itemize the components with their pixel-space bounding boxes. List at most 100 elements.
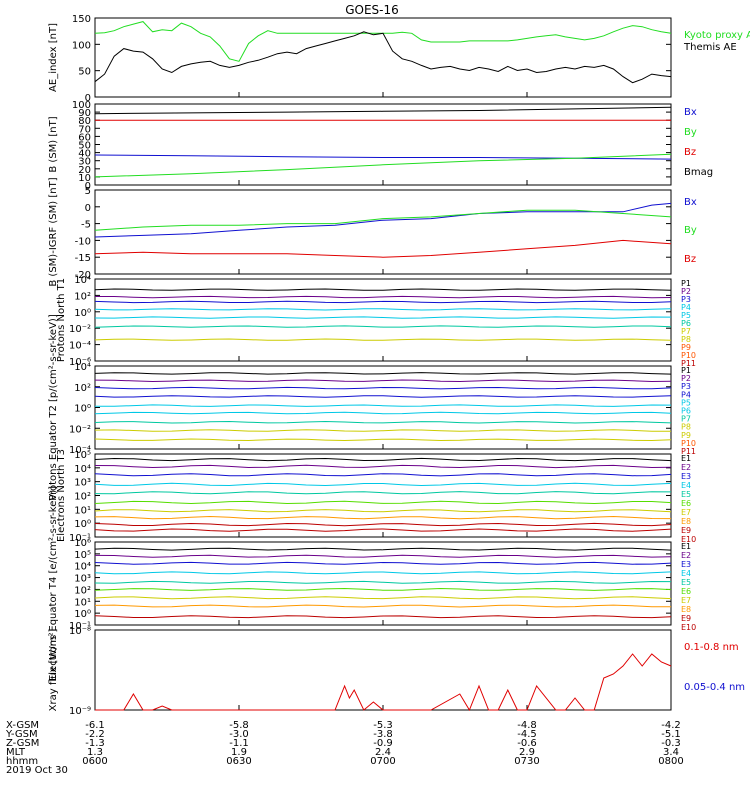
legend-item: E7 [681, 508, 691, 517]
y-tick-label: 10⁻² [69, 424, 91, 435]
flux-line-6 [94, 325, 672, 328]
legend-item: E4 [681, 569, 691, 578]
legend-item: E10 [681, 623, 696, 632]
y-tick-label: 10³ [74, 574, 91, 585]
legend-item: E4 [681, 481, 691, 490]
x-row-value: -0.9 [373, 738, 393, 749]
legend-item: E8 [681, 517, 691, 526]
legend-item: P2 [681, 374, 691, 383]
legend-item: 0.05-0.4 nm [684, 682, 745, 693]
x-row-label: X-GSM [6, 720, 39, 731]
x-row-value: -1.3 [85, 738, 105, 749]
legend-item: E5 [681, 578, 691, 587]
y-tick-label: 0 [85, 93, 91, 104]
legend-item: E9 [681, 614, 691, 623]
flux-line-3 [94, 561, 672, 565]
flux-line-9 [94, 615, 672, 619]
flux-line-1 [94, 457, 672, 462]
y-tick-label: 30 [78, 157, 91, 168]
y-tick-label: 10² [74, 492, 91, 503]
y-tick-label: -20 [75, 270, 91, 281]
y-tick-label: 10 [78, 173, 91, 184]
flux-line-8 [94, 604, 671, 608]
x-row-value: -0.3 [661, 738, 681, 749]
flux-line-4 [94, 571, 672, 575]
x-row-value: 0600 [82, 756, 107, 767]
x-row-label: Z-GSM [6, 738, 39, 749]
panel-6: 10⁻¹ 10⁰ 10¹ 10² 10³ 10⁴ 10⁵ Electrons North T3… [56, 449, 696, 544]
x-row-value: -4.8 [517, 720, 537, 731]
y-tick-label: 10⁻¹ [69, 621, 91, 632]
y-tick-label: 100 [72, 40, 91, 51]
y-tick-label: 10⁴ [74, 562, 91, 573]
y-tick-label: 10⁵ [74, 450, 91, 461]
flux-line-1 [94, 547, 672, 551]
flux-line-1 [94, 288, 672, 291]
y-axis-label: Xray flux [W/m²] [48, 629, 59, 712]
y-axis-label: Protons Equator T2 [p/(cm²-s-sr-keV)] [48, 314, 59, 501]
flux-line-5 [94, 404, 672, 407]
flux-line-2 [95, 295, 672, 299]
panel-8: 10⁻⁹ 10⁻⁸ Xray flux [W/m²] 0.1-0.8 nm 0.05-0… [48, 626, 745, 717]
legend-item: P1 [681, 279, 691, 288]
legend-item: P3 [681, 382, 691, 391]
flux-line-8 [94, 515, 672, 520]
legend-item: P4 [681, 390, 691, 399]
legend-item: P1 [681, 366, 691, 375]
legend-item: Bx [684, 197, 697, 208]
y-axis-label: Electrons Equator T4 [e/(cm²-s-sr-keV)] [48, 486, 59, 681]
flux-line-4 [94, 395, 672, 398]
x-row-value: -5.3 [373, 720, 393, 731]
legend-item: P7 [681, 415, 691, 424]
y-tick-label: 10⁻² [69, 324, 91, 335]
x-row-value: -1.1 [229, 738, 249, 749]
legend-item: P11 [681, 447, 696, 456]
y-tick-label: 10⁻¹ [69, 533, 91, 544]
series-line-1 [94, 154, 672, 160]
y-tick-label: 90 [78, 108, 91, 119]
flux-line-3 [94, 473, 672, 477]
legend-item: Kyoto proxy AE [684, 30, 750, 41]
flux-line-5 [94, 491, 672, 495]
y-tick-label: 10³ [74, 478, 91, 489]
series-line-2 [94, 153, 672, 178]
y-tick-label: 10⁻⁶ [69, 357, 91, 368]
y-axis-label: Electrons North T3 [56, 449, 67, 542]
y-tick-label: 40 [78, 149, 91, 160]
flux-line-2 [94, 379, 672, 383]
legend-item: E3 [681, 560, 691, 569]
legend-item: E2 [681, 551, 691, 560]
date-label: 2019 Oct 30 [6, 765, 68, 776]
legend-item: P10 [681, 439, 696, 448]
legend-item: E6 [681, 499, 691, 508]
y-tick-label: -10 [75, 236, 91, 247]
y-tick-label: 100 [72, 100, 91, 111]
y-tick-label: -15 [75, 253, 91, 264]
flux-line-7 [94, 338, 672, 341]
panel-frame [94, 541, 672, 626]
x-row-value: 2.4 [375, 747, 391, 758]
y-tick-label: 60 [78, 132, 91, 143]
y-tick-label: 10² [74, 291, 91, 302]
y-tick-label: 10⁻⁴ [69, 445, 91, 456]
legend-item: 0.1-0.8 nm [684, 642, 739, 653]
legend-item: Bz [684, 147, 696, 158]
y-tick-label: -5 [81, 220, 91, 231]
flux-line-4 [94, 482, 672, 487]
legend-item: P11 [681, 359, 696, 368]
legend-item: P9 [681, 431, 691, 440]
y-tick-label: 10⁰ [74, 519, 91, 530]
legend-item: P8 [681, 335, 691, 344]
series-line-2 [94, 209, 672, 231]
flux-line-8 [94, 429, 671, 432]
y-tick-label: 10⁰ [74, 308, 91, 319]
x-row-value: -4.2 [661, 720, 681, 731]
flux-line-1 [94, 372, 672, 375]
x-row-value: 3.4 [663, 747, 679, 758]
y-tick-label: 10⁻⁴ [69, 341, 91, 352]
legend-item: P6 [681, 407, 691, 416]
